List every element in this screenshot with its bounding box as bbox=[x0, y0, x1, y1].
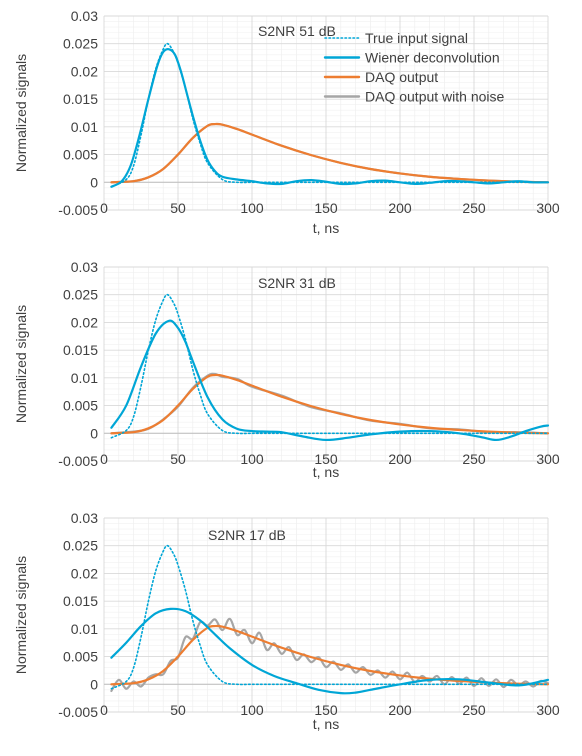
y-tick-label: -0.005 bbox=[58, 453, 98, 469]
y-tick-label: 0.025 bbox=[63, 36, 98, 52]
series-line-daq-output bbox=[110, 122, 550, 184]
legend-label: Wiener deconvolution bbox=[365, 50, 500, 66]
y-tick-label: 0.03 bbox=[71, 510, 98, 526]
legend: True input signal Wiener deconvolution DAQ… bbox=[323, 30, 505, 105]
x-tick-label: 50 bbox=[170, 702, 186, 718]
y-tick-label: 0 bbox=[90, 425, 98, 441]
x-tick-label: 0 bbox=[100, 451, 108, 467]
y-tick-label: 0.005 bbox=[63, 147, 98, 163]
x-tick-label: 250 bbox=[462, 702, 486, 718]
y-tick-label: 0.015 bbox=[63, 91, 98, 107]
legend-label: DAQ output bbox=[365, 69, 438, 85]
series-line-wiener-deconvolution bbox=[110, 319, 550, 442]
x-tick-label: 250 bbox=[462, 200, 486, 216]
x-tick-label: 50 bbox=[170, 200, 186, 216]
y-tick-label: 0.02 bbox=[71, 565, 98, 581]
x-tick-label: 50 bbox=[170, 451, 186, 467]
legend-label: DAQ output with noise bbox=[365, 89, 505, 105]
y-tick-label: 0 bbox=[90, 676, 98, 692]
y-tick-label: 0.01 bbox=[71, 119, 98, 135]
series-line-true-input-signal bbox=[110, 293, 549, 439]
x-tick-label: 150 bbox=[314, 451, 338, 467]
x-tick-label: 100 bbox=[240, 702, 264, 718]
x-tick-label: 100 bbox=[240, 451, 264, 467]
y-tick-label: 0.015 bbox=[63, 593, 98, 609]
series-line-wiener-deconvolution bbox=[110, 607, 550, 695]
y-axis-label: Normalized signals bbox=[13, 305, 29, 423]
y-tick-label: 0.02 bbox=[71, 314, 98, 330]
y-axis-label: Normalized signals bbox=[13, 54, 29, 172]
y-tick-label: 0.025 bbox=[63, 538, 98, 554]
x-tick-label: 200 bbox=[388, 451, 412, 467]
series-line-true-input-signal bbox=[110, 544, 549, 690]
x-tick-label: 300 bbox=[536, 702, 560, 718]
x-axis-label: t, ns bbox=[313, 716, 339, 732]
x-tick-label: 150 bbox=[314, 702, 338, 718]
snr-annotation: S2NR 17 dB bbox=[208, 527, 286, 543]
x-tick-label: 300 bbox=[536, 200, 560, 216]
y-tick-label: 0.01 bbox=[71, 370, 98, 386]
series-line-daq-output-with-noise bbox=[110, 372, 550, 435]
y-tick-label: 0.005 bbox=[63, 649, 98, 665]
y-tick-label: 0.015 bbox=[63, 342, 98, 358]
x-tick-label: 300 bbox=[536, 451, 560, 467]
series-line-wiener-deconvolution bbox=[110, 48, 550, 188]
snr-annotation: S2NR 31 dB bbox=[258, 275, 336, 291]
y-tick-label: 0.025 bbox=[63, 287, 98, 303]
x-tick-label: 100 bbox=[240, 200, 264, 216]
series-line-daq-output bbox=[110, 373, 550, 435]
x-tick-label: 250 bbox=[462, 451, 486, 467]
y-tick-label: 0.01 bbox=[71, 621, 98, 637]
x-axis-label: t, ns bbox=[313, 220, 339, 236]
y-tick-label: 0.03 bbox=[71, 259, 98, 275]
series-line-daq-output bbox=[110, 624, 550, 686]
y-tick-label: -0.005 bbox=[58, 704, 98, 720]
series-line-daq-output-with-noise bbox=[110, 122, 550, 184]
y-tick-label: 0.005 bbox=[63, 398, 98, 414]
series-line-daq-output-with-noise bbox=[110, 617, 550, 693]
y-axis-label: Normalized signals bbox=[13, 556, 29, 674]
y-tick-label: 0.03 bbox=[71, 8, 98, 24]
x-tick-label: 0 bbox=[100, 702, 108, 718]
x-tick-label: 200 bbox=[388, 200, 412, 216]
snr-annotation: S2NR 51 dB bbox=[258, 23, 336, 39]
y-tick-label: 0.02 bbox=[71, 63, 98, 79]
legend-label: True input signal bbox=[365, 30, 468, 46]
x-tick-label: 150 bbox=[314, 200, 338, 216]
y-tick-label: 0 bbox=[90, 174, 98, 190]
x-tick-label: 0 bbox=[100, 200, 108, 216]
y-tick-label: -0.005 bbox=[58, 202, 98, 218]
x-tick-label: 200 bbox=[388, 702, 412, 718]
x-axis-label: t, ns bbox=[313, 464, 339, 480]
